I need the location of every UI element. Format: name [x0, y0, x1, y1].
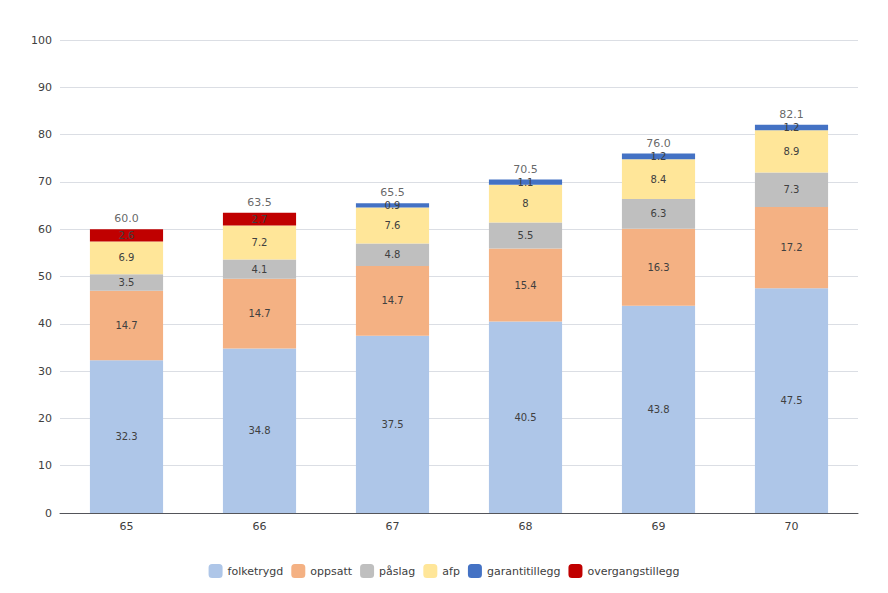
svg-text:2.7: 2.7 [252, 214, 268, 225]
svg-text:47.5: 47.5 [780, 395, 802, 406]
svg-text:20: 20 [38, 412, 52, 425]
svg-text:5.5: 5.5 [518, 230, 534, 241]
svg-text:80: 80 [38, 128, 52, 141]
svg-text:32.3: 32.3 [115, 431, 137, 442]
svg-text:16.3: 16.3 [647, 262, 669, 273]
svg-text:40: 40 [38, 317, 52, 330]
svg-text:14.7: 14.7 [381, 295, 403, 306]
svg-text:90: 90 [38, 81, 52, 94]
svg-text:1.1: 1.1 [518, 177, 534, 188]
svg-text:garantitillegg: garantitillegg [487, 565, 561, 578]
svg-text:37.5: 37.5 [381, 419, 403, 430]
svg-text:4.8: 4.8 [385, 249, 401, 260]
svg-text:100: 100 [31, 34, 52, 47]
svg-text:påslag: påslag [379, 565, 415, 578]
svg-text:8: 8 [522, 198, 528, 209]
svg-text:2.6: 2.6 [119, 230, 135, 241]
svg-text:0.9: 0.9 [385, 200, 401, 211]
svg-text:1.2: 1.2 [784, 122, 800, 133]
svg-text:68: 68 [519, 520, 533, 533]
svg-text:63.5: 63.5 [247, 196, 272, 209]
svg-text:69: 69 [652, 520, 666, 533]
svg-text:60: 60 [38, 223, 52, 236]
svg-text:7.3: 7.3 [784, 184, 800, 195]
svg-text:15.4: 15.4 [514, 280, 536, 291]
svg-text:82.1: 82.1 [779, 108, 804, 121]
svg-text:67: 67 [386, 520, 400, 533]
svg-text:6.3: 6.3 [651, 208, 667, 219]
svg-text:70.5: 70.5 [513, 163, 538, 176]
svg-text:0: 0 [45, 507, 52, 520]
svg-text:afp: afp [442, 565, 460, 578]
svg-text:oppsatt: oppsatt [310, 565, 352, 578]
svg-text:17.2: 17.2 [780, 242, 802, 253]
svg-text:66: 66 [253, 520, 267, 533]
svg-text:6.9: 6.9 [119, 252, 135, 263]
svg-text:43.8: 43.8 [647, 404, 669, 415]
svg-text:8.9: 8.9 [784, 146, 800, 157]
svg-text:70: 70 [785, 520, 799, 533]
svg-text:30: 30 [38, 365, 52, 378]
svg-text:overgangstillegg: overgangstillegg [587, 565, 679, 578]
svg-text:50: 50 [38, 270, 52, 283]
svg-text:4.1: 4.1 [252, 264, 268, 275]
svg-text:3.5: 3.5 [119, 277, 135, 288]
svg-text:65.5: 65.5 [380, 186, 405, 199]
svg-text:65: 65 [120, 520, 134, 533]
svg-text:70: 70 [38, 175, 52, 188]
svg-text:7.6: 7.6 [385, 220, 401, 231]
svg-text:8.4: 8.4 [651, 174, 667, 185]
svg-text:14.7: 14.7 [248, 308, 270, 319]
svg-text:7.2: 7.2 [252, 237, 268, 248]
svg-text:34.8: 34.8 [248, 425, 270, 436]
svg-text:60.0: 60.0 [114, 212, 139, 225]
svg-text:folketrygd: folketrygd [228, 565, 284, 578]
svg-text:1.2: 1.2 [651, 151, 667, 162]
svg-text:76.0: 76.0 [646, 137, 671, 150]
svg-text:14.7: 14.7 [115, 320, 137, 331]
svg-text:10: 10 [38, 459, 52, 472]
svg-text:40.5: 40.5 [514, 412, 536, 423]
